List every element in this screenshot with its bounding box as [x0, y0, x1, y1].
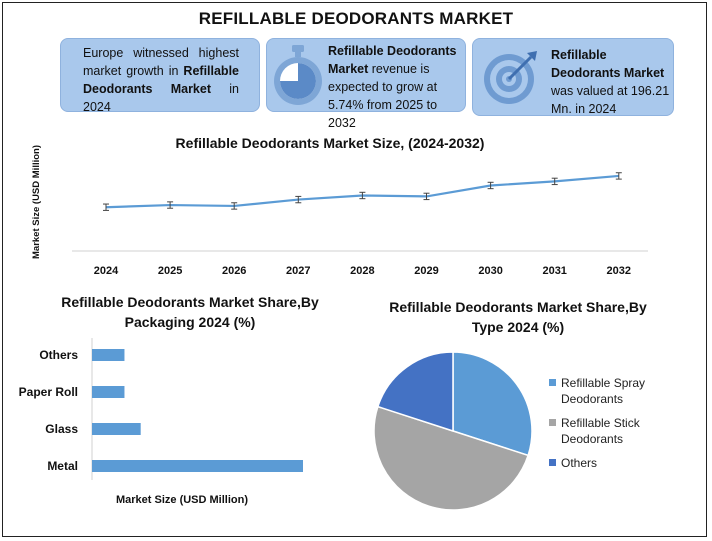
x-tick-label: 2030	[478, 265, 502, 277]
legend-swatch	[549, 379, 556, 386]
bar-chart-title: Refillable Deodorants Market Share,By Pa…	[61, 294, 319, 330]
legend-swatch	[549, 419, 556, 426]
stat-card-text: Refillable Deodorants Market revenue is …	[328, 42, 466, 132]
x-tick-label: 2032	[607, 265, 631, 277]
pie-chart-title: Refillable Deodorants Market Share,By Ty…	[389, 299, 647, 335]
legend-label: Others	[561, 456, 598, 470]
y-tick-label: Metal	[47, 459, 78, 473]
legend-item: Refillable Spray Deodorants	[549, 375, 691, 407]
pie-slice	[452, 351, 533, 457]
legend-item: Others	[549, 455, 691, 471]
line-chart-title: Refillable Deodorants Market Size, (2024…	[175, 135, 485, 151]
y-tick-label: Glass	[45, 422, 78, 436]
stat-card-text: Refillable Deodorants Market was valued …	[551, 46, 673, 118]
card-highlight-text: Refillable Deodorants Market	[83, 64, 239, 96]
page-title: REFILLABLE DEODORANTS MARKET	[198, 9, 514, 28]
x-tick-label: 2031	[542, 265, 566, 277]
x-tick-label: 2029	[414, 265, 438, 277]
stopwatch-icon	[274, 45, 322, 105]
legend-item: Refillable Stick Deodorants	[549, 415, 691, 447]
stat-card-text: Europe witnessed highest market growth i…	[83, 44, 239, 116]
x-tick-label: 2026	[222, 265, 246, 277]
card-text: Europe witnessed highest market growth i…	[83, 46, 239, 78]
bar	[92, 460, 303, 472]
chart-frame	[2, 2, 707, 537]
card-highlight-text: Refillable Deodorants Market	[551, 48, 665, 80]
card-highlight-text: Refillable Deodorants Market	[328, 44, 457, 76]
y-tick-label: Paper Roll	[19, 385, 78, 399]
bar	[92, 386, 125, 398]
legend-label: Refillable Stick Deodorants	[561, 416, 640, 446]
pie-slice	[376, 351, 454, 433]
stat-card-value: Refillable Deodorants Market was valued …	[472, 38, 674, 116]
bar	[92, 349, 125, 361]
x-tick-label: 2028	[350, 265, 374, 277]
target-icon	[484, 51, 537, 104]
y-axis-label: Market Size (USD Million)	[31, 145, 42, 259]
x-tick-label: 2025	[158, 265, 182, 277]
bar	[92, 423, 141, 435]
y-tick-label: Others	[39, 348, 78, 362]
legend-swatch	[549, 459, 556, 466]
x-tick-label: 2024	[94, 265, 119, 277]
card-text: was valued at 196.21 Mn. in 2024	[551, 84, 670, 116]
stat-card-growth: Refillable Deodorants Market revenue is …	[266, 38, 466, 130]
card-text: revenue is expected to grow at 5.74% fro…	[328, 62, 438, 130]
card-text: in 2024	[83, 82, 239, 114]
x-tick-label: 2027	[286, 265, 310, 277]
stat-card-europe: Europe witnessed highest market growth i…	[60, 38, 260, 114]
legend-label: Refillable Spray Deodorants	[561, 376, 646, 406]
pie-slice	[373, 405, 530, 511]
bar-chart-x-label: Market Size (USD Million)	[115, 494, 249, 506]
